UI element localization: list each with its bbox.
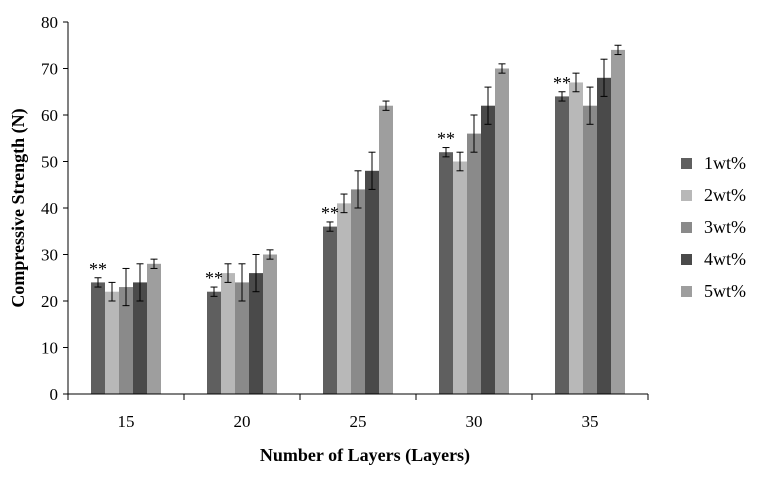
legend-swatch bbox=[681, 190, 692, 201]
significance-annotation: ** bbox=[437, 129, 455, 149]
y-axis-title: Compressive Strength (N) bbox=[8, 108, 29, 307]
bar bbox=[263, 254, 277, 394]
significance-annotation: ** bbox=[205, 268, 223, 288]
y-tick-label: 0 bbox=[50, 385, 59, 404]
bar bbox=[91, 282, 105, 394]
y-tick-label: 60 bbox=[41, 106, 58, 125]
legend-swatch bbox=[681, 254, 692, 265]
bar bbox=[249, 273, 263, 394]
bar bbox=[379, 105, 393, 394]
y-tick-label: 20 bbox=[41, 292, 58, 311]
y-tick-label: 80 bbox=[41, 13, 58, 32]
y-tick-label: 10 bbox=[41, 339, 58, 358]
bar bbox=[337, 203, 351, 394]
legend-label: 5wt% bbox=[704, 281, 746, 301]
bar bbox=[597, 77, 611, 395]
y-tick-label: 30 bbox=[41, 246, 58, 265]
bar bbox=[235, 282, 249, 394]
significance-annotation: ** bbox=[321, 203, 339, 223]
legend-swatch bbox=[681, 286, 692, 297]
bar bbox=[221, 273, 235, 394]
bar bbox=[583, 105, 597, 394]
bar bbox=[133, 282, 147, 394]
legend-swatch bbox=[681, 222, 692, 233]
plot-area: 0 10 20 30 40 50 60 70 80 15 20 25 30 35 ** ** ** ** ** bbox=[41, 13, 649, 431]
bar bbox=[555, 96, 569, 395]
bar bbox=[323, 226, 337, 394]
bar bbox=[147, 263, 161, 394]
legend-label: 4wt% bbox=[704, 249, 746, 269]
bar bbox=[611, 49, 625, 395]
bar bbox=[481, 105, 495, 394]
bar bbox=[105, 291, 119, 394]
significance-annotation: ** bbox=[553, 73, 571, 93]
legend: 1wt% 2wt% 3wt% 4wt% 5wt% bbox=[681, 153, 746, 301]
bar bbox=[119, 287, 133, 394]
legend-label: 2wt% bbox=[704, 185, 746, 205]
bar bbox=[453, 161, 467, 394]
bar bbox=[351, 189, 365, 394]
bar bbox=[365, 170, 379, 394]
significance-annotation: ** bbox=[89, 259, 107, 279]
legend-label: 3wt% bbox=[704, 217, 746, 237]
x-tick-label: 15 bbox=[118, 412, 135, 431]
x-axis-title: Number of Layers (Layers) bbox=[260, 445, 470, 466]
legend-label: 1wt% bbox=[704, 153, 746, 173]
bar bbox=[569, 82, 583, 394]
y-tick-label: 40 bbox=[41, 199, 58, 218]
x-tick-label: 35 bbox=[582, 412, 599, 431]
legend-swatch bbox=[681, 158, 692, 169]
x-tick-label: 30 bbox=[466, 412, 483, 431]
x-tick-label: 25 bbox=[350, 412, 367, 431]
x-tick-label: 20 bbox=[234, 412, 251, 431]
bar bbox=[207, 291, 221, 394]
y-tick-label: 70 bbox=[41, 60, 58, 79]
bar bbox=[439, 152, 453, 394]
bar bbox=[495, 68, 509, 394]
bar bbox=[467, 133, 481, 394]
y-tick-label: 50 bbox=[41, 153, 58, 172]
